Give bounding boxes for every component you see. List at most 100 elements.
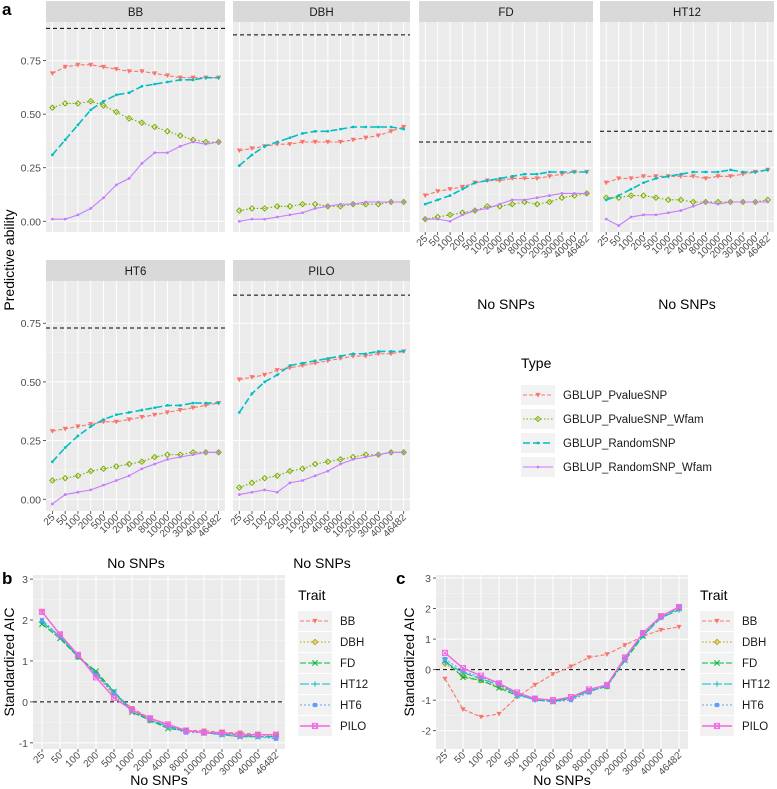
legend-marker (312, 702, 318, 708)
point-PILO (146, 715, 154, 722)
tick-label-y: 0.00 (21, 216, 42, 228)
series-line-GBLUP_RandomSNP_Wfam (425, 192, 587, 222)
point-GBLUP_RandomSNP (402, 350, 406, 353)
point-GBLUP_RandomSNP_Wfam (288, 213, 292, 217)
point-HT6 (273, 736, 279, 741)
point-GBLUP_RandomSNP_Wfam (716, 202, 720, 206)
tick-label-y: 0.25 (21, 436, 42, 448)
panel-a-xlabel: No SNPs (293, 555, 351, 571)
point-PILO-cross (460, 665, 466, 672)
point-GBLUP_RandomSNP (217, 76, 221, 80)
point-PILO-cross (273, 731, 279, 738)
point-PILO (477, 672, 485, 679)
point-GBLUP_PvalueSNP_Wfam (248, 205, 256, 212)
point-HT6 (478, 675, 484, 680)
point-GBLUP_PvalueSNP_Wfam (446, 211, 454, 219)
panel-c-ylabel: Standardized AIC (401, 608, 417, 717)
legend-label: HT6 (340, 700, 362, 712)
series-line-HT12 (444, 609, 680, 703)
point-PILO-cross (39, 608, 45, 615)
facet-title: PILO (308, 266, 334, 278)
point-GBLUP_PvalueSNP (88, 422, 94, 427)
point-GBLUP_PvalueSNP (113, 419, 119, 425)
point-GBLUP_RandomSNP_Wfam (560, 192, 564, 195)
tick-label-x: 2000 (132, 750, 156, 774)
point-GBLUP_RandomSNP (250, 153, 254, 157)
point-GBLUP_PvalueSNP_Wfam (164, 127, 171, 135)
point-GBLUP_PvalueSNP (435, 189, 441, 194)
point-GBLUP_RandomSNP (204, 401, 208, 405)
legend-label: GBLUP_PvalueSNP (563, 390, 668, 402)
point-GBLUP_PvalueSNP (236, 148, 242, 154)
point-GBLUP_RandomSNP_Wfam (473, 209, 477, 212)
point-GBLUP_RandomSNP (153, 406, 157, 410)
point-PILO-cross (237, 731, 243, 738)
tick-label-y: -1 (19, 738, 28, 750)
point-PILO-cross (75, 651, 81, 658)
point-GBLUP_RandomSNP_Wfam (448, 219, 452, 223)
point-PILO-cross (147, 715, 153, 722)
point-GBLUP_RandomSNP_Wfam (629, 215, 633, 219)
point-GBLUP_RandomSNP (548, 170, 551, 174)
point-GBLUP_RandomSNP_Wfam (436, 217, 440, 221)
point-PILO-cross (496, 680, 502, 687)
point-PILO (164, 721, 172, 728)
facet-strip (46, 260, 225, 281)
point-GBLUP_RandomSNP (629, 187, 633, 191)
facet-HT12: 2550100200500100020004000800010000200003… (596, 1, 774, 261)
point-GBLUP_PvalueSNP (126, 417, 132, 423)
point-HT6 (255, 734, 261, 739)
point-GBLUP_PvalueSNP_Wfam (61, 474, 69, 482)
tick-label-y: 0.75 (21, 318, 42, 330)
legend-title: Type (521, 355, 552, 371)
point-GBLUP_PvalueSNP (534, 176, 540, 182)
point-BB (496, 711, 502, 717)
point-GBLUP_RandomSNP (485, 179, 489, 182)
point-GBLUP_PvalueSNP (177, 75, 183, 81)
point-HT6 (111, 691, 117, 696)
point-GBLUP_PvalueSNP_Wfam (387, 198, 395, 206)
point-GBLUP_RandomSNP_Wfam (485, 207, 489, 210)
point-GBLUP_RandomSNP_Wfam (217, 450, 221, 454)
tick-label-x: 100 (64, 750, 84, 770)
point-GBLUP_RandomSNP_Wfam (301, 211, 304, 215)
point-GBLUP_RandomSNP_Wfam (63, 493, 67, 496)
series-line-GBLUP_RandomSNP (51, 402, 219, 463)
legend-trait-c: Trait BB DBH FD HT12 HT6 PILO (700, 587, 770, 736)
point-GBLUP_PvalueSNP (164, 410, 171, 416)
point-GBLUP_RandomSNP_Wfam (351, 457, 355, 461)
point-GBLUP_RandomSNP (191, 401, 195, 405)
point-GBLUP_RandomSNP_Wfam (510, 198, 514, 202)
point-GBLUP_PvalueSNP_Wfam (324, 458, 332, 466)
point-GBLUP_RandomSNP (275, 373, 279, 377)
point-GBLUP_PvalueSNP (740, 172, 746, 177)
legend-label: HT12 (340, 679, 368, 691)
point-PILO-cross (658, 613, 664, 620)
point-GBLUP_RandomSNP (288, 364, 292, 367)
point-GBLUP_RandomSNP (326, 129, 330, 133)
point-GBLUP_RandomSNP_Wfam (178, 455, 182, 459)
point-GBLUP_RandomSNP (364, 352, 368, 356)
point-GBLUP_RandomSNP (140, 84, 144, 88)
point-GBLUP_RandomSNP (140, 408, 144, 412)
point-GBLUP_RandomSNP (313, 129, 317, 133)
tick-label-y: 0.25 (21, 163, 42, 175)
point-HT6 (165, 724, 171, 729)
tick-label-x: 4000 (150, 750, 174, 774)
tick-label-y: 0.75 (21, 56, 42, 68)
point-GBLUP_PvalueSNP (350, 137, 356, 143)
point-GBLUP_RandomSNP (288, 136, 292, 140)
legend-marker (713, 638, 721, 646)
point-GBLUP_PvalueSNP_Wfam (558, 194, 566, 202)
facet-title: DBH (309, 7, 333, 19)
point-HT6 (39, 617, 45, 623)
legend-label: GBLUP_PvalueSNP_Wfam (563, 414, 704, 426)
point-GBLUP_RandomSNP (535, 172, 539, 176)
point-GBLUP_RandomSNP (572, 170, 576, 174)
point-GBLUP_RandomSNP (263, 144, 267, 148)
point-PILO (254, 731, 262, 738)
point-GBLUP_PvalueSNP_Wfam (87, 97, 95, 105)
point-GBLUP_PvalueSNP_Wfam (337, 456, 344, 463)
point-GBLUP_RandomSNP_Wfam (102, 483, 105, 487)
point-GBLUP_PvalueSNP_Wfam (261, 205, 268, 212)
